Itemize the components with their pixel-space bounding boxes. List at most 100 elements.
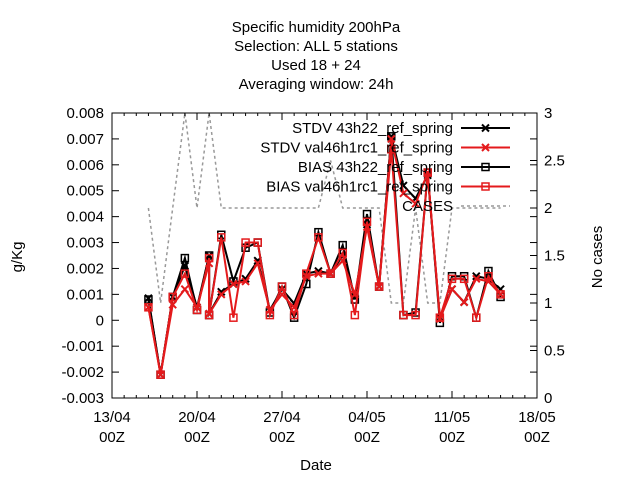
data-point xyxy=(241,277,250,286)
data-point xyxy=(217,290,226,299)
data-point xyxy=(447,274,457,284)
x-tick-label-time: 00Z xyxy=(524,429,550,446)
series-line xyxy=(147,136,502,375)
data-point xyxy=(168,292,177,302)
data-point xyxy=(241,238,250,247)
data-point xyxy=(180,284,190,294)
y-tick-label: -0.001 xyxy=(61,338,104,355)
data-point xyxy=(229,279,238,289)
data-point xyxy=(277,282,287,291)
y2-tick-label: 1 xyxy=(544,295,552,312)
data-point xyxy=(472,313,481,322)
y2-axis-label: No cases xyxy=(589,226,606,289)
data-point xyxy=(399,189,408,198)
data-point xyxy=(459,297,469,307)
y-tick-label: 0 xyxy=(96,312,104,329)
y-tick-label: 0.005 xyxy=(66,183,104,200)
y-axis-label: g/Kg xyxy=(9,242,26,273)
data-point xyxy=(204,253,214,263)
data-point xyxy=(217,287,226,296)
data-point xyxy=(399,310,408,320)
y-tick-label: -0.002 xyxy=(61,364,104,381)
data-point xyxy=(338,248,347,258)
legend-item: STDV 43h22_ref_spring xyxy=(292,120,510,137)
y2-tick-label: 0 xyxy=(544,390,552,407)
legend-label: BIAS val46h1rc1_ref_spring xyxy=(266,179,453,196)
x-tick-label: 20/04 xyxy=(178,409,216,426)
y2-tick-label: 2.5 xyxy=(544,153,565,170)
x-tick-label: 18/05 xyxy=(518,409,556,426)
x-tick-label-time: 00Z xyxy=(354,429,380,446)
y-tick-label: 0.003 xyxy=(66,235,104,252)
y-tick-label: 0.004 xyxy=(66,209,104,226)
y2-tick-label: 0.5 xyxy=(544,343,565,360)
data-point xyxy=(265,310,275,320)
data-point xyxy=(302,269,311,278)
series-4 xyxy=(147,112,501,304)
data-point xyxy=(411,199,420,208)
data-point xyxy=(484,271,493,281)
data-point xyxy=(435,313,445,322)
data-point xyxy=(387,145,396,154)
data-point xyxy=(204,310,214,320)
legend-marker xyxy=(481,123,490,133)
legend-marker xyxy=(481,182,490,191)
data-point xyxy=(144,295,153,304)
legend-item: BIAS val46h1rc1_ref_spring xyxy=(266,179,510,196)
x-tick-label: 11/05 xyxy=(434,409,470,426)
data-point xyxy=(180,253,190,263)
data-point xyxy=(314,233,323,242)
title-line-2: Selection: ALL 5 stations xyxy=(234,38,398,55)
x-tick-label: 13/04 xyxy=(93,409,131,426)
data-point xyxy=(496,290,505,299)
series-line xyxy=(147,149,502,375)
data-point xyxy=(362,217,372,227)
x-tick-label-time: 00Z xyxy=(269,429,295,446)
data-point xyxy=(253,238,262,247)
data-point xyxy=(144,303,153,312)
data-point xyxy=(338,240,347,250)
x-axis-label: Date xyxy=(300,457,332,474)
legend-label: CASES xyxy=(402,198,453,215)
y-tick-label: 0.007 xyxy=(66,131,104,148)
x-tick-label: 27/04 xyxy=(263,409,301,426)
data-point xyxy=(423,168,432,177)
data-point xyxy=(229,313,238,322)
data-point xyxy=(350,310,360,320)
data-point xyxy=(374,282,384,291)
legend-item: STDV val46h1rc1_ref_spring xyxy=(260,140,510,157)
data-point xyxy=(362,209,372,219)
legend-marker xyxy=(481,162,490,172)
x-tick-label-time: 00Z xyxy=(184,429,210,446)
data-point xyxy=(459,274,469,284)
y2-tick-label: 3 xyxy=(544,105,552,122)
legend-item: CASES xyxy=(402,198,510,215)
title-line-3: Used 18 + 24 xyxy=(271,57,361,74)
data-point xyxy=(156,370,165,379)
chart-title: Specific humidity 200hPa Selection: ALL … xyxy=(232,19,401,93)
y-tick-label: 0.006 xyxy=(66,157,104,174)
data-point xyxy=(217,233,226,242)
data-point xyxy=(289,310,299,320)
legend-label: BIAS 43h22_ref_spring xyxy=(298,159,453,176)
y2-tick-label: 1.5 xyxy=(544,248,565,265)
legend-label: STDV 43h22_ref_spring xyxy=(292,120,453,137)
legend-item: BIAS 43h22_ref_spring xyxy=(298,159,510,176)
series-line xyxy=(147,112,501,304)
data-point xyxy=(314,269,323,278)
x-tick-label-time: 00Z xyxy=(99,429,125,446)
title-line-4: Averaging window: 24h xyxy=(239,76,394,93)
data-point xyxy=(192,305,202,315)
axes-group: -0.003 -0.002 -0.001 0 0.001 0.002 0.003 0.004 0… xyxy=(61,105,564,446)
y-tick-label: 0.008 xyxy=(66,105,104,122)
x-tick-label: 04/05 xyxy=(348,409,386,426)
legend-marker xyxy=(481,143,490,152)
data-point xyxy=(387,134,396,144)
y-tick-label: -0.003 xyxy=(61,390,104,407)
data-point xyxy=(326,269,335,278)
series-group xyxy=(144,112,505,379)
data-point xyxy=(411,310,420,320)
y2-tick-label: 2 xyxy=(544,200,552,217)
